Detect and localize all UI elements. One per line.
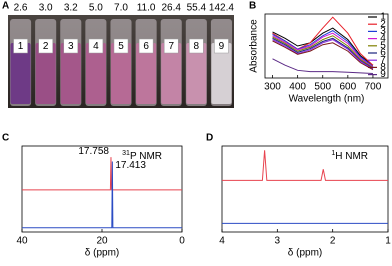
vial-liquid — [136, 43, 157, 104]
sample-label: 3.2 — [64, 3, 78, 14]
sample-label: 142.4 — [209, 3, 234, 14]
vial-liquid — [186, 43, 207, 104]
legend-label: 1 — [380, 12, 386, 23]
vial-tag — [38, 38, 53, 54]
vial-tag — [113, 38, 129, 54]
vial-number: 1 — [18, 41, 24, 52]
panel-label: B — [249, 1, 256, 12]
peak-label: 17.413 — [115, 160, 146, 171]
vial-liquid — [110, 43, 132, 104]
panel-label: C — [2, 133, 9, 144]
vial-liquid — [60, 43, 81, 104]
x-tick-label: 500 — [314, 82, 331, 93]
series-line — [272, 58, 373, 75]
vial-liquid — [85, 43, 106, 104]
x-axis-label: δ (ppm) — [288, 248, 322, 259]
series-line — [272, 30, 374, 67]
nucleus-name: H NMR — [335, 151, 368, 162]
vial-number: 7 — [168, 41, 174, 52]
x-tick-label: 400 — [289, 82, 306, 93]
legend-label: 8 — [380, 62, 386, 73]
sample-label: 2.6 — [14, 3, 28, 14]
vial-tag — [88, 38, 104, 54]
vial-liquid — [10, 43, 31, 104]
vial-liquid — [211, 43, 232, 104]
plot-frame — [221, 145, 389, 233]
sample-label: 26.4 — [161, 3, 181, 14]
series-line — [22, 157, 182, 191]
series-line — [272, 39, 374, 70]
sample-label: 7.0 — [114, 3, 128, 14]
vial-number: 2 — [43, 41, 49, 52]
vial-number: 5 — [118, 41, 124, 52]
vial-tag — [163, 38, 179, 54]
vial-tag — [214, 38, 229, 54]
legend-label: 4 — [380, 33, 386, 44]
x-tick-label: 0 — [179, 236, 185, 247]
x-tick-label: 4 — [219, 236, 225, 247]
sample-label: 55.4 — [187, 3, 207, 14]
x-tick-label: 40 — [16, 236, 28, 247]
vial-number: 4 — [93, 41, 99, 52]
vial-tag — [63, 38, 79, 54]
y-axis-label: Absorbance — [249, 19, 260, 73]
sample-label: 5.0 — [89, 3, 103, 14]
legend-label: 7 — [380, 55, 386, 66]
series-line — [272, 32, 374, 68]
x-tick-label: 1 — [385, 236, 391, 247]
nucleus-label: 31P NMR — [122, 150, 162, 162]
series-line — [272, 27, 374, 66]
vial-liquid — [161, 43, 182, 104]
vial-liquid — [35, 43, 56, 104]
x-axis-label: δ (ppm) — [85, 248, 119, 259]
mass-number: 1 — [331, 150, 335, 157]
vial-number: 8 — [194, 41, 200, 52]
legend-label: 2 — [380, 19, 386, 30]
vial-number: 6 — [143, 41, 149, 52]
vial-tag — [138, 38, 154, 54]
nucleus-name: P NMR — [130, 151, 162, 162]
legend-label: 6 — [380, 48, 386, 59]
sample-label: 3.0 — [39, 3, 53, 14]
series-line — [272, 40, 374, 71]
vial-number: 3 — [68, 41, 74, 52]
series-line — [272, 35, 374, 69]
x-tick-label: 20 — [96, 236, 108, 247]
peak-label: 17.758 — [78, 146, 109, 157]
legend-label: 3 — [380, 26, 386, 37]
panel-label: D — [206, 133, 213, 144]
vial-number: 9 — [219, 41, 225, 52]
plot-frame — [264, 13, 389, 79]
vial-tag — [189, 38, 204, 54]
nucleus-label: 1H NMR — [331, 150, 368, 162]
x-tick-label: 700 — [365, 82, 382, 93]
legend-label: 5 — [380, 40, 386, 51]
x-tick-label: 2 — [330, 236, 336, 247]
sample-label: 11.0 — [137, 3, 156, 14]
x-tick-label: 600 — [339, 82, 356, 93]
x-tick-label: 300 — [264, 82, 281, 93]
vial-tag — [13, 38, 28, 54]
series-line — [272, 37, 374, 69]
x-axis-label: Wavelength (nm) — [289, 94, 365, 105]
x-tick-label: 3 — [275, 236, 281, 247]
series-line — [22, 161, 182, 229]
legend-label: 9 — [380, 69, 386, 80]
mass-number: 31 — [122, 150, 130, 157]
panel-label: A — [2, 1, 9, 12]
series-line — [222, 150, 388, 181]
